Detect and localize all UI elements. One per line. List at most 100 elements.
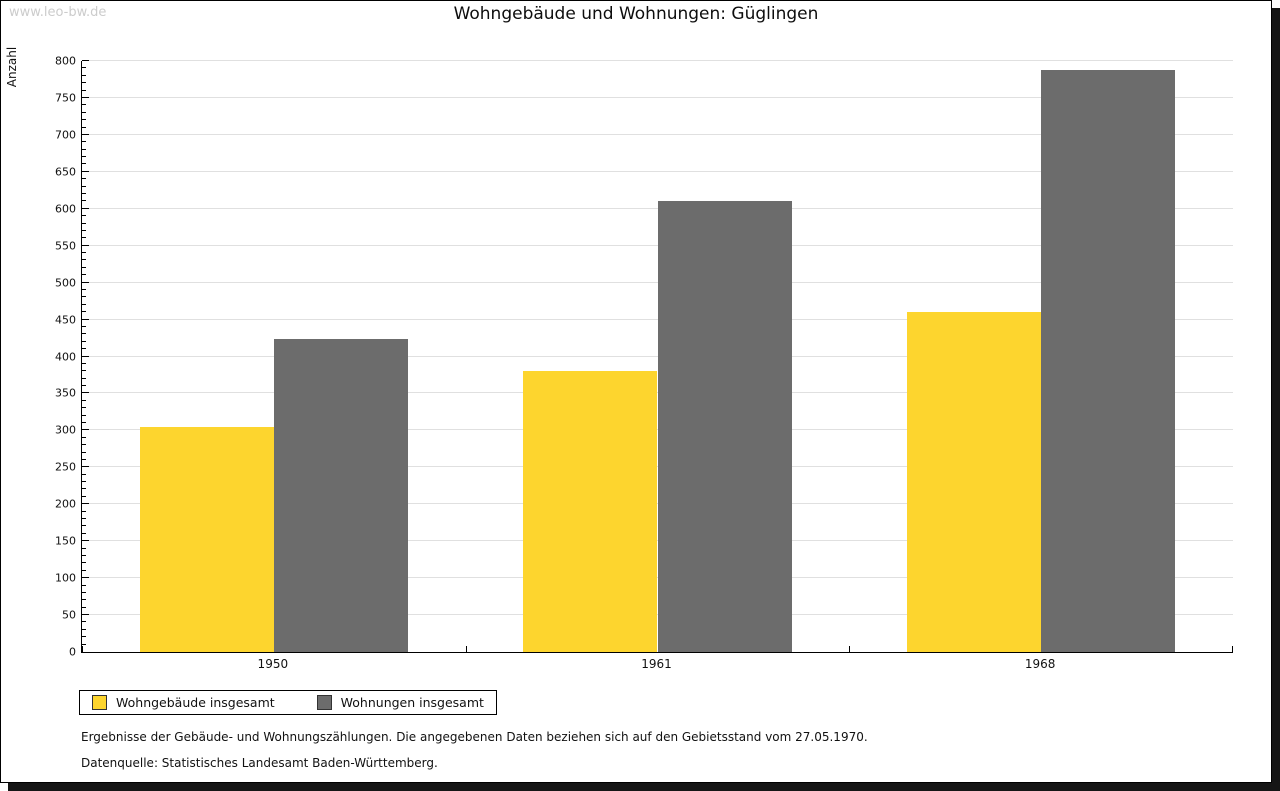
y-axis-minor-tick [82,377,86,379]
y-axis-minor-tick [82,74,86,76]
y-axis-minor-tick [82,643,86,645]
y-axis-minor-tick [82,444,86,446]
x-axis-label: 1961 [641,657,672,671]
y-axis-minor-tick [82,518,86,520]
y-axis-minor-tick [82,532,86,534]
y-axis-tick-label: 500 [55,276,76,290]
y-axis-major-tick [82,503,89,505]
footnotes: Ergebnisse der Gebäude- und Wohnungszähl… [81,730,868,782]
y-axis-major-tick [82,466,89,468]
y-axis-minor-tick [82,636,86,638]
y-axis-minor-tick [82,385,86,387]
bar-wohngeb-ude-insgesamt-1968 [906,312,1042,652]
y-axis-tick-label: 200 [55,497,76,511]
y-axis-minor-tick [82,82,86,84]
y-axis-minor-tick [82,126,86,128]
frame-shadow-right [1272,8,1280,791]
y-axis-tick-label: 600 [55,202,76,216]
x-axis-label: 1950 [257,657,289,671]
x-axis-tick [1232,646,1233,652]
y-axis-major-tick [82,540,89,542]
y-axis-minor-tick [82,259,86,261]
y-axis-minor-tick [82,422,86,423]
y-axis-tick-label: 50 [62,608,76,622]
y-axis-minor-tick [82,628,86,630]
footnote-data-source: Datenquelle: Statistisches Landesamt Bad… [81,756,438,770]
y-axis-tick-label: 300 [55,423,76,437]
bar-wohngeb-ude-insgesamt-1961 [523,371,658,652]
y-axis-minor-tick [82,481,86,483]
y-axis-tick-label: 650 [55,165,76,179]
x-axis-labels: 1950 1961 1968 [81,657,1232,673]
y-axis-minor-tick [82,562,86,564]
legend-swatch [92,695,107,710]
y-axis-minor-tick [82,311,86,313]
x-axis-tick [82,646,83,652]
y-axis-minor-tick [82,569,86,571]
y-axis-minor-tick [82,599,86,601]
y-axis-minor-tick [82,399,86,401]
y-axis-minor-tick [82,296,86,298]
y-axis-minor-tick [82,333,86,335]
gridline [82,60,1233,61]
y-axis-minor-tick [82,606,86,608]
y-axis-minor-tick [82,370,86,372]
y-axis-minor-tick [82,111,86,113]
y-axis-tick-label: 250 [55,460,76,474]
y-axis-minor-tick [82,554,86,556]
y-axis-major-tick [82,244,89,246]
y-axis-minor-tick [82,67,86,69]
y-axis-tick-label: 400 [55,350,76,363]
x-axis-tick [849,646,851,652]
y-axis-major-tick [82,355,89,357]
y-axis-major-tick [82,392,89,394]
bar-wohnungen-insgesamt-1950 [273,338,409,652]
y-axis-minor-tick [82,222,86,224]
y-axis-tick-label: 750 [55,91,76,105]
y-axis-minor-tick [82,473,86,475]
y-axis-minor-tick [82,451,86,453]
y-axis-minor-tick [82,289,86,291]
watermark: www.leo-bw.de [9,5,107,20]
y-axis-minor-tick [82,495,86,497]
y-axis-minor-tick [82,200,86,202]
y-axis-tick-label: 550 [55,239,76,253]
y-axis-minor-tick [82,266,86,268]
y-axis-tick-label: 450 [55,313,76,327]
y-axis-major-tick [82,133,89,135]
y-axis-minor-tick [82,119,86,121]
y-axis-minor-tick [82,525,86,527]
y-axis-minor-tick [82,362,86,364]
y-axis-minor-tick [82,591,86,593]
y-axis-minor-tick [82,303,86,305]
legend-item: Wohnungen insgesamt [316,695,484,710]
frame-shadow-bottom [8,783,1272,791]
y-axis-minor-tick [82,458,86,460]
gridline [82,133,1233,135]
y-axis-minor-tick [82,156,86,158]
y-axis-minor-tick [82,274,86,276]
y-axis-major-tick [82,614,89,616]
y-axis-minor-tick [82,325,86,327]
bar-wohnungen-insgesamt-1961 [657,200,792,652]
y-axis-minor-tick [82,215,86,217]
y-axis-tick-label: 800 [55,54,76,68]
y-axis-minor-tick [82,148,86,150]
y-axis-major-tick [82,207,89,209]
legend: Wohngebäude insgesamt Wohnungen insgesamt [79,690,497,715]
y-axis-major-tick [82,96,89,98]
y-axis-minor-tick [82,340,86,342]
y-axis-tick-label: 0 [69,645,76,659]
x-axis-label: 1968 [1024,657,1056,671]
y-axis-tick-labels: 0 50 100 150 200 250 300 350 400 450 500 550 600 650 7… [1,1,76,782]
x-axis-tick [465,646,467,652]
legend-swatch [316,695,332,710]
y-axis-minor-tick [82,104,86,106]
legend-label: Wohnungen insgesamt [340,695,484,710]
legend-label: Wohngebäude insgesamt [116,695,275,710]
y-axis-minor-tick [82,348,86,350]
y-axis-minor-tick [82,436,86,438]
y-axis-minor-tick [82,621,86,623]
bar-wohnungen-insgesamt-1968 [1041,69,1176,652]
y-axis-minor-tick [82,252,86,254]
